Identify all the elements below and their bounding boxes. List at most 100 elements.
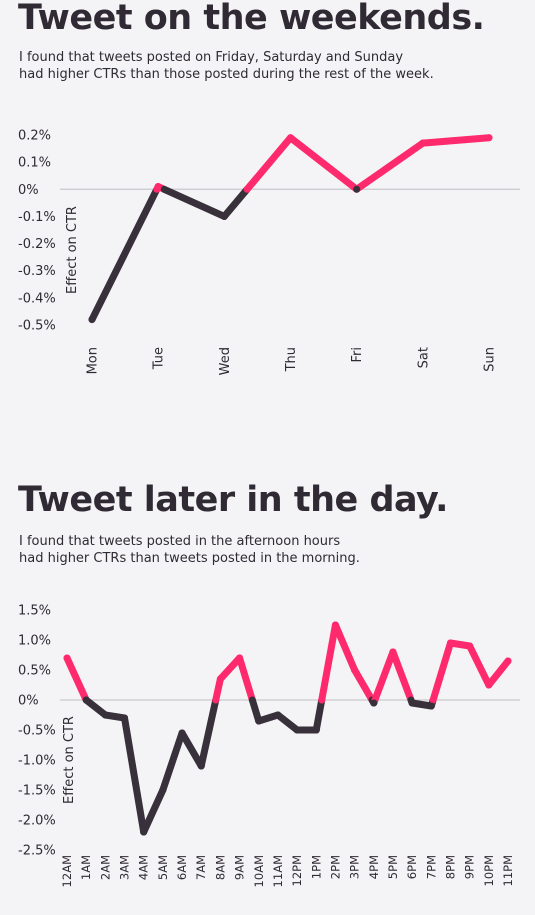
x-tick-label: 10PM <box>482 855 496 887</box>
subtitle-line: I found that tweets posted on Friday, Sa… <box>19 50 404 65</box>
series-line-segment <box>312 696 326 734</box>
data-point <box>274 711 282 719</box>
data-point <box>178 729 186 737</box>
y-tick-label: -0.1% <box>18 210 56 225</box>
x-tick-label: 3PM <box>348 855 362 879</box>
x-tick-label: 10AM <box>252 855 266 887</box>
data-point <box>197 762 205 770</box>
x-tick-label: 11PM <box>501 855 515 887</box>
y-tick-label: 1.5% <box>18 604 51 619</box>
data-point <box>370 699 378 707</box>
x-tick-label: 8PM <box>444 855 458 879</box>
x-tick-label: Wed <box>218 347 233 375</box>
data-point <box>121 714 129 722</box>
x-tick-label: 2PM <box>328 855 342 879</box>
series-line-segment <box>429 639 454 704</box>
y-tick-label: 1.0% <box>18 634 51 649</box>
series-line-segment <box>197 696 220 770</box>
data-point <box>353 185 361 193</box>
series-line-segment <box>318 621 339 704</box>
y-tick-label: 0% <box>18 694 39 709</box>
y-tick-label: -0.2% <box>18 237 56 252</box>
series-line-segment <box>82 696 109 719</box>
x-tick-label: 6PM <box>405 855 419 879</box>
data-point <box>504 657 512 665</box>
series-line-segment <box>236 654 256 704</box>
x-tick-label: 12AM <box>60 855 74 887</box>
x-tick-label: Fri <box>350 347 365 363</box>
data-point <box>236 654 244 662</box>
series-line-segment <box>243 134 294 193</box>
series-line-segment <box>466 642 493 689</box>
data-point <box>287 134 294 142</box>
y-tick-label: -0.4% <box>18 291 56 306</box>
x-tick-label: 11AM <box>271 855 285 887</box>
y-tick-label: -2.5% <box>18 844 56 859</box>
data-point <box>408 699 416 707</box>
x-tick-label: 8AM <box>213 855 227 880</box>
x-tick-label: 1AM <box>79 855 93 880</box>
x-tick-label: 6AM <box>175 855 189 880</box>
x-tick-label: 2AM <box>98 855 112 880</box>
x-tick-label: Mon <box>86 347 101 374</box>
weekday-chart-panel: Tweet on the weekends. I found that twee… <box>18 0 520 375</box>
series-line-segment <box>485 657 512 689</box>
data-point <box>88 316 96 324</box>
x-tick-label: 9PM <box>463 855 477 879</box>
data-point <box>419 139 427 147</box>
y-tick-label: 0% <box>18 183 39 198</box>
series-line-segment <box>121 714 148 836</box>
data-point <box>351 666 359 674</box>
series-line-segment <box>287 134 361 193</box>
data-point <box>446 639 454 647</box>
data-point <box>63 654 71 662</box>
x-tick-label: 7PM <box>424 855 438 879</box>
series-line-segment <box>353 139 427 193</box>
series-line-segment <box>140 786 167 836</box>
x-tick-label: 9AM <box>233 855 247 880</box>
series-line-segment <box>419 134 493 147</box>
data-point <box>312 726 320 734</box>
subtitle-line: I found that tweets posted in the aftern… <box>19 534 341 549</box>
x-tick-label: 5PM <box>386 855 400 879</box>
series-line-segment <box>88 185 161 324</box>
y-tick-label: -2.0% <box>18 814 56 829</box>
x-tick-label: 4AM <box>137 855 151 880</box>
data-point <box>101 711 109 719</box>
data-point <box>485 681 493 689</box>
y-tick-label: 0.5% <box>18 664 51 679</box>
x-tick-label: Tue <box>152 347 167 370</box>
y-tick-label: -1.0% <box>18 754 56 769</box>
series-line-segment <box>371 648 397 704</box>
x-tick-label: Thu <box>284 347 299 372</box>
data-point <box>255 717 263 725</box>
x-tick-label: 3AM <box>118 855 132 880</box>
weekday-line-chart: 0.2% 0.1% 0% -0.1% -0.2% -0.3% -0.4% -0.5% Effec… <box>18 129 520 375</box>
data-point <box>159 786 167 794</box>
x-tick-label: 12PM <box>290 855 304 887</box>
y-tick-label: -0.3% <box>18 264 56 279</box>
series-line-segment <box>160 185 228 220</box>
series-line-segment <box>248 696 263 725</box>
data-point <box>331 621 339 629</box>
series-line-segment <box>220 185 251 220</box>
data-point <box>216 675 224 683</box>
data-point <box>293 726 301 734</box>
subtitle-line: had higher CTRs than those posted during… <box>19 67 434 82</box>
chart-subtitle: I found that tweets posted on Friday, Sa… <box>19 49 519 83</box>
x-tick-label: 7AM <box>194 855 208 880</box>
subtitle-line: had higher CTRs than tweets posted in th… <box>19 551 360 566</box>
series-line-segment <box>389 648 415 704</box>
data-point <box>154 183 162 191</box>
data-point <box>427 702 435 710</box>
data-point <box>220 212 228 220</box>
data-point <box>82 696 90 704</box>
x-tick-label: 1PM <box>309 855 323 879</box>
x-tick-label: Sat <box>416 347 431 368</box>
hourly-chart-panel: Tweet later in the day. I found that twe… <box>0 470 535 915</box>
y-axis-label: Effect on CTR <box>65 206 80 294</box>
y-tick-label: -0.5% <box>18 319 56 334</box>
data-point <box>485 134 493 142</box>
chart-title: Tweet later in the day. <box>18 480 448 520</box>
series-line-segment <box>63 654 90 704</box>
